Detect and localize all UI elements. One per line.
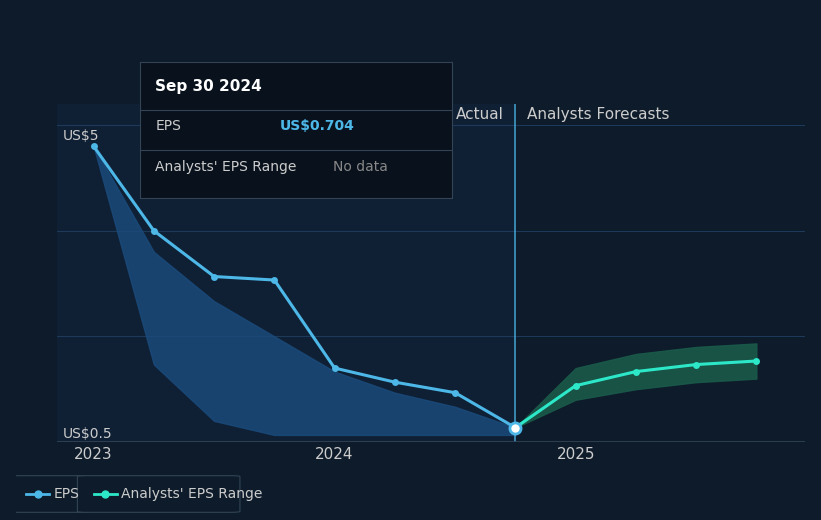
Text: EPS: EPS [155,119,181,133]
FancyBboxPatch shape [77,476,240,512]
Text: US$5: US$5 [62,128,99,142]
Text: Analysts Forecasts: Analysts Forecasts [527,107,670,122]
Text: Actual: Actual [456,107,503,122]
Text: Sep 30 2024: Sep 30 2024 [155,79,262,94]
Text: No data: No data [333,160,388,174]
Bar [57,104,516,442]
Text: Analysts' EPS Range: Analysts' EPS Range [155,160,296,174]
Text: US$0.704: US$0.704 [280,119,355,133]
Text: US$0.5: US$0.5 [62,426,112,440]
FancyBboxPatch shape [10,476,89,512]
Text: EPS: EPS [53,487,80,501]
Text: Analysts' EPS Range: Analysts' EPS Range [122,487,263,501]
